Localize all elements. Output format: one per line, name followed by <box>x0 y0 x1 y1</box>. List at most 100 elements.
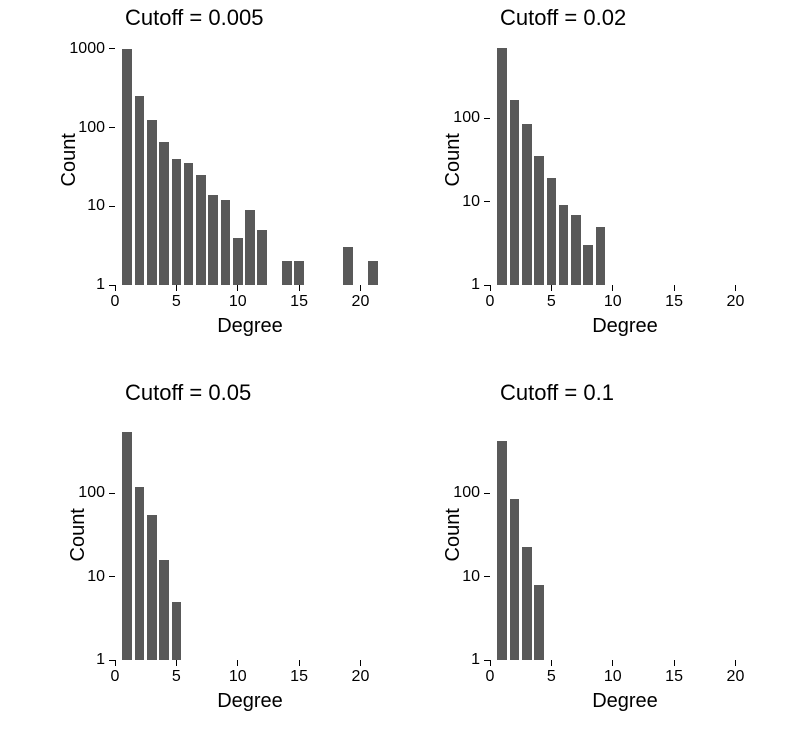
y-tick <box>109 576 115 577</box>
x-tick-label: 0 <box>486 668 495 686</box>
x-tick <box>237 660 238 666</box>
x-tick <box>115 660 116 666</box>
bar <box>122 49 132 285</box>
y-axis-label: Count <box>67 508 90 561</box>
x-axis-label: Degree <box>217 315 283 338</box>
y-tick-label: 1 <box>96 276 105 294</box>
figure-root: Cutoff = 0.005051015201101001000DegreeCo… <box>0 0 800 738</box>
x-axis-label: Degree <box>592 315 658 338</box>
x-tick-label: 10 <box>604 293 622 311</box>
y-tick <box>109 493 115 494</box>
y-tick <box>484 660 490 661</box>
x-tick-label: 20 <box>727 668 745 686</box>
x-tick-label: 10 <box>604 668 622 686</box>
bar <box>233 238 243 285</box>
bar <box>147 515 157 660</box>
panel-p1: Cutoff = 0.005051015201101001000DegreeCo… <box>40 0 400 365</box>
x-tick-label: 20 <box>727 293 745 311</box>
x-tick-label: 0 <box>111 668 120 686</box>
bar <box>547 178 557 285</box>
bar <box>159 560 169 660</box>
plot-area <box>490 35 760 285</box>
y-axis-label: Count <box>58 133 81 186</box>
y-tick-label: 1000 <box>69 40 105 58</box>
bar <box>534 156 544 285</box>
bar <box>368 261 378 285</box>
bar <box>172 159 182 285</box>
y-tick <box>109 127 115 128</box>
y-tick <box>109 660 115 661</box>
x-tick-label: 15 <box>665 668 683 686</box>
bar <box>522 547 532 660</box>
y-tick <box>484 493 490 494</box>
x-tick-label: 20 <box>352 293 370 311</box>
y-tick <box>484 285 490 286</box>
x-tick-label: 15 <box>290 293 308 311</box>
x-tick <box>735 660 736 666</box>
x-tick-label: 15 <box>290 668 308 686</box>
y-tick-label: 100 <box>453 109 480 127</box>
bar <box>122 432 132 660</box>
x-tick-label: 15 <box>665 293 683 311</box>
x-tick-label: 0 <box>486 293 495 311</box>
x-tick <box>299 285 300 291</box>
bar <box>184 163 194 285</box>
bar <box>245 210 255 285</box>
y-tick-label: 100 <box>78 119 105 137</box>
x-tick <box>115 285 116 291</box>
y-tick-label: 10 <box>462 568 480 586</box>
x-tick <box>612 285 613 291</box>
x-tick <box>551 660 552 666</box>
y-tick-label: 100 <box>453 484 480 502</box>
x-tick-label: 5 <box>547 293 556 311</box>
x-tick <box>237 285 238 291</box>
x-tick-label: 20 <box>352 668 370 686</box>
y-tick <box>109 206 115 207</box>
x-tick-label: 5 <box>172 293 181 311</box>
x-tick <box>735 285 736 291</box>
y-tick <box>109 285 115 286</box>
panel-p4: Cutoff = 0.105101520110100DegreeCount <box>420 375 780 735</box>
panel-title: Cutoff = 0.005 <box>125 5 263 31</box>
bar <box>208 195 218 285</box>
panel-p3: Cutoff = 0.0505101520110100DegreeCount <box>40 375 400 735</box>
x-tick <box>360 660 361 666</box>
y-tick <box>484 576 490 577</box>
bar <box>172 602 182 660</box>
bar <box>294 261 304 285</box>
bar <box>571 215 581 285</box>
y-tick-label: 1 <box>96 651 105 669</box>
bar <box>583 245 593 285</box>
plot-area <box>115 410 385 660</box>
y-tick <box>484 201 490 202</box>
y-tick <box>484 118 490 119</box>
y-tick-label: 1 <box>471 651 480 669</box>
x-tick <box>490 660 491 666</box>
bar <box>510 100 520 285</box>
y-tick-label: 10 <box>462 193 480 211</box>
panel-title: Cutoff = 0.05 <box>125 380 251 406</box>
bar <box>534 585 544 660</box>
y-tick-label: 10 <box>87 197 105 215</box>
bar <box>196 175 206 285</box>
x-tick <box>551 285 552 291</box>
bar <box>559 205 569 285</box>
x-tick <box>360 285 361 291</box>
x-axis-label: Degree <box>217 690 283 713</box>
x-tick <box>176 285 177 291</box>
bar <box>135 96 145 285</box>
bar <box>596 227 606 285</box>
bar <box>282 261 292 285</box>
x-tick <box>612 660 613 666</box>
x-axis-label: Degree <box>592 690 658 713</box>
bar <box>522 124 532 285</box>
bar <box>497 441 507 660</box>
bar <box>497 48 507 285</box>
x-tick <box>674 660 675 666</box>
bar <box>159 142 169 285</box>
x-tick-label: 10 <box>229 668 247 686</box>
x-tick <box>299 660 300 666</box>
panel-title: Cutoff = 0.02 <box>500 5 626 31</box>
plot-area <box>490 410 760 660</box>
y-tick <box>109 48 115 49</box>
